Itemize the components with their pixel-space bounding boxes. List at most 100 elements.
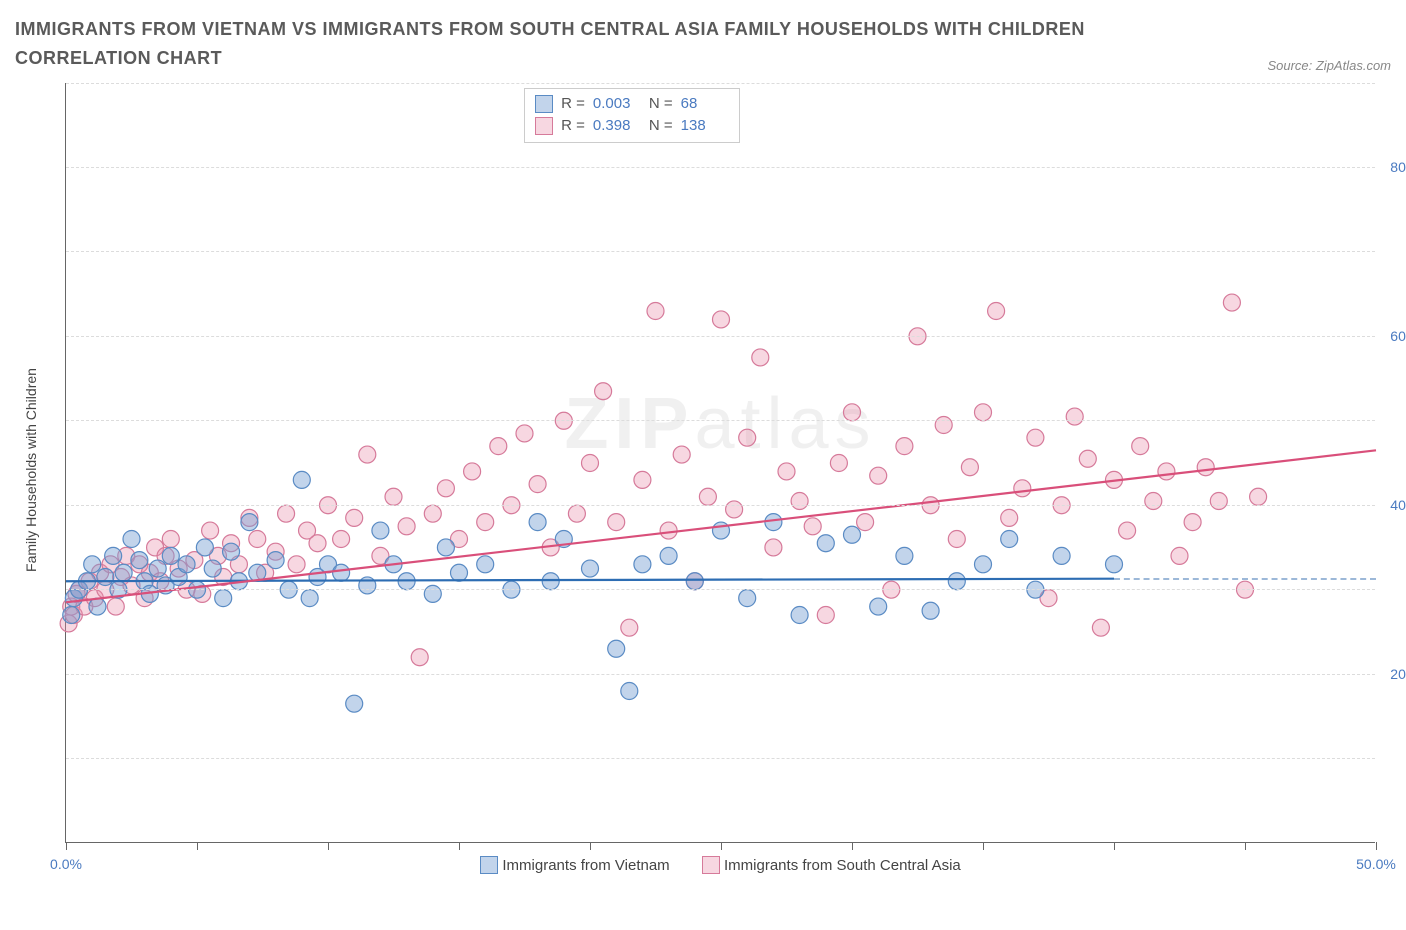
scatter-point — [464, 463, 481, 480]
xtick — [1376, 842, 1377, 850]
scatter-point — [830, 454, 847, 471]
xtick — [721, 842, 722, 850]
scatter-point — [202, 522, 219, 539]
scatter-point — [333, 564, 350, 581]
grid-line — [66, 758, 1375, 759]
xtick — [590, 842, 591, 850]
scatter-point — [1145, 492, 1162, 509]
scatter-point — [288, 555, 305, 572]
scatter-point — [398, 517, 415, 534]
scatter-point — [699, 488, 716, 505]
scatter-point — [1250, 488, 1267, 505]
scatter-point — [1197, 458, 1214, 475]
xtick — [328, 842, 329, 850]
scatter-point — [346, 695, 363, 712]
scatter-point — [529, 513, 546, 530]
scatter-point — [241, 513, 258, 530]
scatter-point — [1079, 450, 1096, 467]
scatter-point — [765, 513, 782, 530]
ytick-label: 20.0% — [1390, 666, 1406, 682]
scatter-point — [89, 598, 106, 615]
scatter-point — [1001, 509, 1018, 526]
chart-container: IMMIGRANTS FROM VIETNAM VS IMMIGRANTS FR… — [15, 15, 1391, 915]
scatter-point — [817, 606, 834, 623]
scatter-point — [595, 382, 612, 399]
scatter-point — [123, 530, 140, 547]
legend-item-0: Immigrants from Vietnam — [480, 857, 674, 874]
plot-area: Family Households with Children ZIPatlas… — [65, 83, 1375, 843]
xtick — [983, 842, 984, 850]
title-row: IMMIGRANTS FROM VIETNAM VS IMMIGRANTS FR… — [15, 15, 1391, 73]
scatter-point — [204, 560, 221, 577]
xtick-label: 50.0% — [1356, 856, 1396, 872]
scatter-point — [870, 598, 887, 615]
scatter-point — [542, 572, 559, 589]
scatter-point — [1171, 547, 1188, 564]
svg-layer — [66, 83, 1376, 843]
scatter-point — [791, 606, 808, 623]
scatter-point — [608, 640, 625, 657]
scatter-point — [451, 564, 468, 581]
scatter-point — [437, 479, 454, 496]
scatter-point — [385, 488, 402, 505]
scatter-point — [309, 534, 326, 551]
legend-label-1: Immigrants from South Central Asia — [724, 857, 961, 874]
source-label: Source: ZipAtlas.com — [1267, 58, 1391, 73]
xtick — [1245, 842, 1246, 850]
scatter-point — [817, 534, 834, 551]
scatter-point — [726, 501, 743, 518]
scatter-point — [196, 539, 213, 556]
legend-swatch-0 — [480, 856, 498, 874]
scatter-point — [961, 458, 978, 475]
scatter-point — [477, 555, 494, 572]
grid-line — [66, 674, 1375, 675]
grid-line — [66, 505, 1375, 506]
scatter-point — [804, 517, 821, 534]
grid-line — [66, 336, 1375, 337]
scatter-point — [621, 682, 638, 699]
scatter-point — [223, 543, 240, 560]
scatter-point — [424, 505, 441, 522]
scatter-point — [896, 437, 913, 454]
scatter-point — [621, 619, 638, 636]
scatter-point — [1066, 408, 1083, 425]
scatter-point — [1158, 463, 1175, 480]
scatter-point — [608, 513, 625, 530]
scatter-point — [988, 302, 1005, 319]
legend-swatch-1 — [702, 856, 720, 874]
grid-line — [66, 83, 1375, 84]
ytick-label: 60.0% — [1390, 328, 1406, 344]
scatter-point — [63, 606, 80, 623]
y-axis-label: Family Households with Children — [23, 368, 39, 572]
scatter-point — [1132, 437, 1149, 454]
scatter-point — [178, 555, 195, 572]
scatter-point — [791, 492, 808, 509]
scatter-point — [634, 471, 651, 488]
scatter-point — [1092, 619, 1109, 636]
xtick-label: 0.0% — [50, 856, 82, 872]
scatter-point — [411, 648, 428, 665]
scatter-point — [765, 539, 782, 556]
xtick — [852, 842, 853, 850]
grid-line — [66, 167, 1375, 168]
scatter-point — [948, 530, 965, 547]
ytick-label: 40.0% — [1390, 497, 1406, 513]
chart-title: IMMIGRANTS FROM VIETNAM VS IMMIGRANTS FR… — [15, 15, 1115, 73]
scatter-point — [162, 530, 179, 547]
scatter-point — [1027, 429, 1044, 446]
legend-item-1: Immigrants from South Central Asia — [702, 857, 961, 874]
scatter-point — [844, 526, 861, 543]
scatter-point — [346, 509, 363, 526]
scatter-point — [1210, 492, 1227, 509]
scatter-point — [359, 446, 376, 463]
scatter-point — [582, 454, 599, 471]
scatter-point — [162, 547, 179, 564]
scatter-point — [752, 349, 769, 366]
scatter-point — [131, 551, 148, 568]
scatter-point — [215, 589, 232, 606]
scatter-point — [582, 560, 599, 577]
scatter-point — [673, 446, 690, 463]
scatter-point — [975, 555, 992, 572]
scatter-point — [267, 551, 284, 568]
scatter-point — [870, 467, 887, 484]
